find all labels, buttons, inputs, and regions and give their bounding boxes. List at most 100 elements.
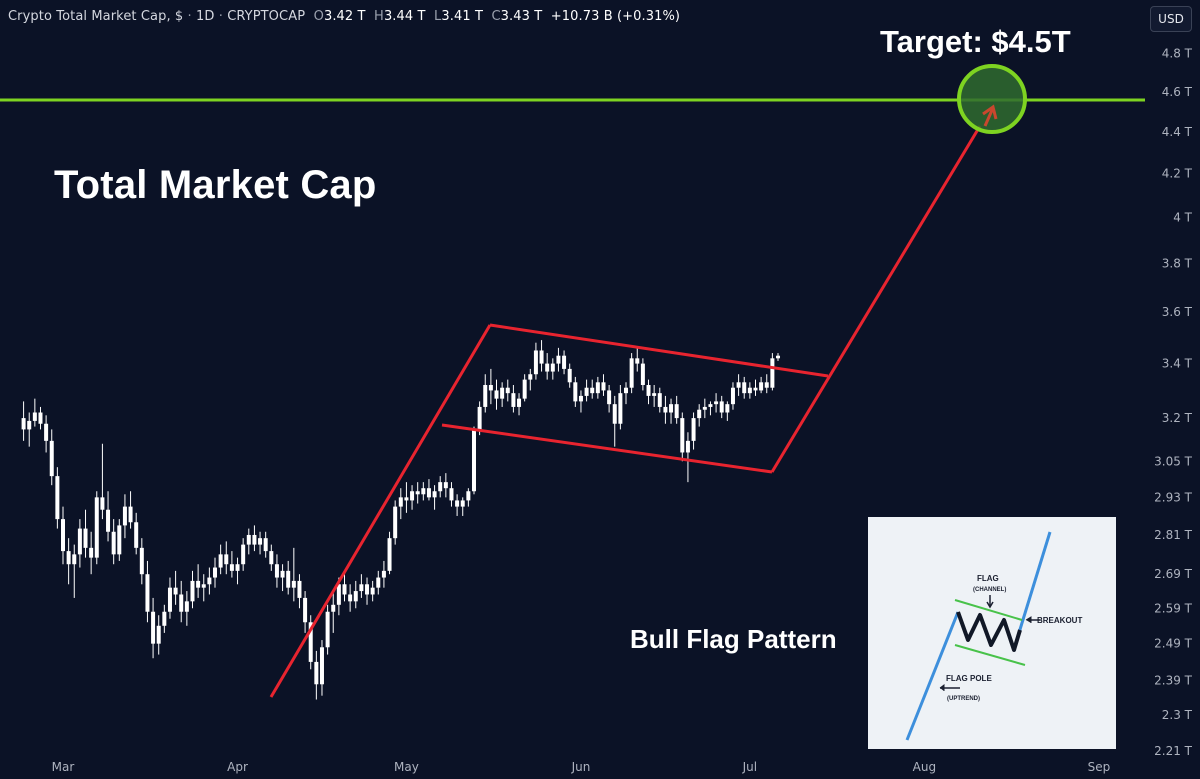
candle [398,488,403,520]
candle [747,382,752,399]
candle [702,398,707,419]
candle [455,494,460,516]
interval[interactable]: 1D [196,9,215,24]
candle [246,528,251,555]
candle [466,488,471,507]
time-axis: Mar Apr May Jun Jul Aug Sep [52,760,1111,774]
inset-uptrend-label: (UPTREND) [947,696,980,702]
candle [770,353,775,391]
x-tick-label: Mar [52,760,75,774]
candle [438,476,443,498]
candle [201,574,206,602]
candle [652,385,657,407]
close-label: C [491,9,501,24]
candle [590,379,595,399]
bull-flag-illustration: FLAG (CHANNEL) BREAKOUT FLAG POLE (UPTRE… [868,517,1116,749]
candle [308,615,313,670]
candle [533,342,538,380]
high-label: H [374,9,384,24]
y-tick-label: 3.6 T [1162,305,1193,319]
candle [432,485,437,510]
candle [319,640,324,696]
y-tick-label: 2.3 T [1162,708,1193,722]
candle [291,547,296,602]
candle [500,382,505,407]
candle [286,560,291,595]
candle [117,519,122,561]
candle [106,491,111,542]
exchange: CRYPTOCAP [227,9,306,24]
high-value: 3.44 T [383,9,426,24]
candle [207,567,212,595]
close-value: 3.43 T [500,9,543,24]
y-tick-label: 2.49 T [1154,637,1193,651]
candle [365,577,370,605]
candle [719,395,724,419]
candle [303,591,308,633]
candle [584,379,589,402]
candle [539,340,544,372]
candle [235,557,240,585]
candle [483,374,488,413]
y-tick-label: 2.81 T [1154,528,1193,542]
candle [100,443,105,520]
change-value: +10.73 B (+0.31%) [550,9,681,24]
candle [601,374,606,396]
candle [691,412,696,450]
candle [646,379,651,405]
candle [730,382,735,410]
candle [94,491,99,565]
candle [122,494,127,539]
candle [179,580,184,623]
candle [573,376,578,407]
candle [471,426,476,495]
x-tick-label: Jul [742,760,757,774]
x-tick-label: Jun [571,760,591,774]
candle [111,519,116,565]
candle [229,551,234,578]
currency-button[interactable]: USD [1150,6,1192,32]
y-tick-label: 2.39 T [1154,674,1193,688]
candle [196,564,201,598]
candle [562,350,567,375]
candle [753,379,758,396]
candle [393,500,398,545]
candle [77,519,82,568]
candle [488,368,493,405]
candle [460,497,465,516]
candle [370,580,375,602]
candle [522,374,527,402]
candle [184,591,189,626]
candle [314,650,319,700]
candle [44,415,49,453]
candle [663,395,668,424]
candle [607,385,612,413]
candle [742,376,747,399]
open-label: O [313,9,324,24]
candle [89,531,94,575]
candle [61,506,65,565]
inset-breakout-leg [1016,531,1052,637]
candle [348,584,353,612]
candle [66,538,71,585]
candle [269,544,274,571]
candle [759,376,764,394]
candle [32,398,37,427]
y-tick-label: 3.8 T [1162,257,1193,271]
candle [415,482,420,504]
candle [736,374,741,396]
candle [83,509,88,558]
pattern-annotation: Bull Flag Pattern [630,624,837,654]
candle [764,374,769,394]
candle [387,531,392,575]
candle [173,570,178,605]
target-annotation: Target: $4.5T [880,24,1071,59]
candle [72,544,77,598]
target-circle [957,64,1027,134]
symbol-name[interactable]: Crypto Total Market Cap, $ [8,9,184,24]
candle [725,401,730,421]
candle [213,557,218,588]
x-tick-label: May [394,760,419,774]
flag-channel-lower [441,423,773,474]
